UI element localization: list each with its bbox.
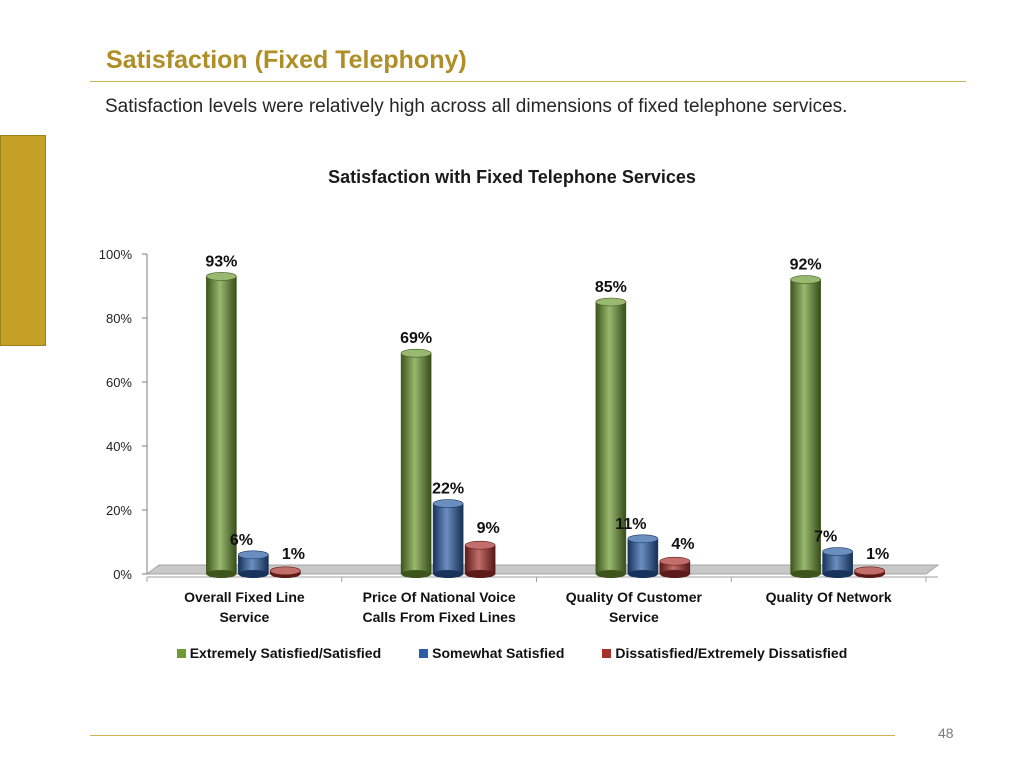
title-divider: [90, 81, 966, 82]
bar-base-0-1: [401, 570, 432, 578]
y-tick-label: 80%: [106, 311, 132, 326]
y-tick-label: 0%: [113, 567, 132, 582]
bar-0-1: [400, 352, 432, 575]
bar-2-1: [464, 544, 496, 575]
slide-subtitle: Satisfaction levels were relatively high…: [105, 96, 848, 117]
bar-0-3: [790, 279, 821, 575]
legend-item-satisfied: Extremely Satisfied/Satisfied: [176, 645, 382, 661]
bar-top-1-2: [627, 534, 659, 544]
y-tick-label: 20%: [106, 503, 132, 518]
category-label: Quality Of Network: [766, 589, 892, 605]
bar-base-1-3: [822, 570, 853, 578]
bar-top-0-0: [206, 272, 237, 281]
bar-0-2: [595, 301, 627, 575]
side-accent-bar: [0, 135, 46, 346]
legend-swatch-somewhat: [419, 648, 429, 658]
chart-title: Satisfaction with Fixed Telephone Servic…: [328, 167, 696, 187]
bar-top-2-0: [270, 566, 301, 576]
legend-item-somewhat: Somewhat Satisfied: [419, 645, 564, 661]
bar-top-2-2: [659, 556, 691, 566]
bar-base-0-3: [790, 570, 821, 578]
bar-base-0-0: [206, 570, 237, 578]
legend-label: Extremely Satisfied/Satisfied: [189, 645, 382, 661]
bar-top-0-2: [595, 297, 627, 307]
category-label: Service: [609, 609, 659, 625]
value-label: 7%: [814, 529, 837, 546]
category-label: Overall Fixed Line: [184, 589, 305, 605]
slide-title: Satisfaction (Fixed Telephony): [106, 46, 467, 74]
value-label: 92%: [790, 257, 822, 274]
bar-top-1-1: [432, 499, 464, 508]
bar-top-2-1: [464, 540, 496, 550]
legend-swatch-satisfied: [176, 648, 186, 658]
bar-1-1: [432, 503, 464, 575]
legend-swatch-dissatisfied: [602, 648, 612, 658]
value-label: 93%: [205, 253, 237, 270]
category-label: Calls From Fixed Lines: [362, 609, 515, 625]
bar-top-0-3: [790, 275, 821, 284]
bar-base-0-2: [595, 570, 626, 578]
category-label: Service: [219, 609, 269, 625]
bar-base-1-1: [433, 570, 464, 578]
y-tick-label: 100%: [99, 247, 133, 262]
value-label: 6%: [230, 532, 253, 549]
value-label: 85%: [595, 279, 627, 296]
value-label: 69%: [400, 330, 432, 347]
bar-top-2-3: [854, 566, 885, 576]
y-tick-label: 40%: [106, 439, 132, 454]
value-label: 11%: [615, 516, 646, 533]
bar-0-0: [206, 276, 237, 575]
bar-1-2: [627, 538, 659, 575]
bar-base-2-2: [659, 570, 690, 578]
bar-top-0-1: [400, 348, 432, 358]
legend-item-dissatisfied: Dissatisfied/Extremely Dissatisfied: [602, 645, 847, 661]
chart-legend: Extremely Satisfied/Satisfied Somewhat S…: [0, 645, 1024, 661]
value-label: 22%: [432, 481, 464, 498]
value-label: 4%: [671, 536, 694, 553]
bar-base-1-0: [238, 570, 269, 578]
bar-base-2-1: [465, 570, 496, 578]
category-label: Price Of National Voice: [363, 589, 516, 605]
y-tick-label: 60%: [106, 375, 132, 390]
legend-label: Dissatisfied/Extremely Dissatisfied: [615, 645, 848, 661]
value-label: 1%: [282, 546, 305, 563]
category-label: Quality Of Customer: [566, 589, 703, 605]
page-number: 48: [938, 725, 954, 741]
bar-top-1-3: [822, 547, 853, 556]
bar-top-1-0: [238, 550, 269, 560]
bar-base-1-2: [627, 570, 658, 578]
value-label: 1%: [866, 546, 889, 563]
footer-divider: [90, 735, 895, 736]
value-label: 9%: [477, 520, 500, 537]
legend-label: Somewhat Satisfied: [432, 645, 565, 661]
